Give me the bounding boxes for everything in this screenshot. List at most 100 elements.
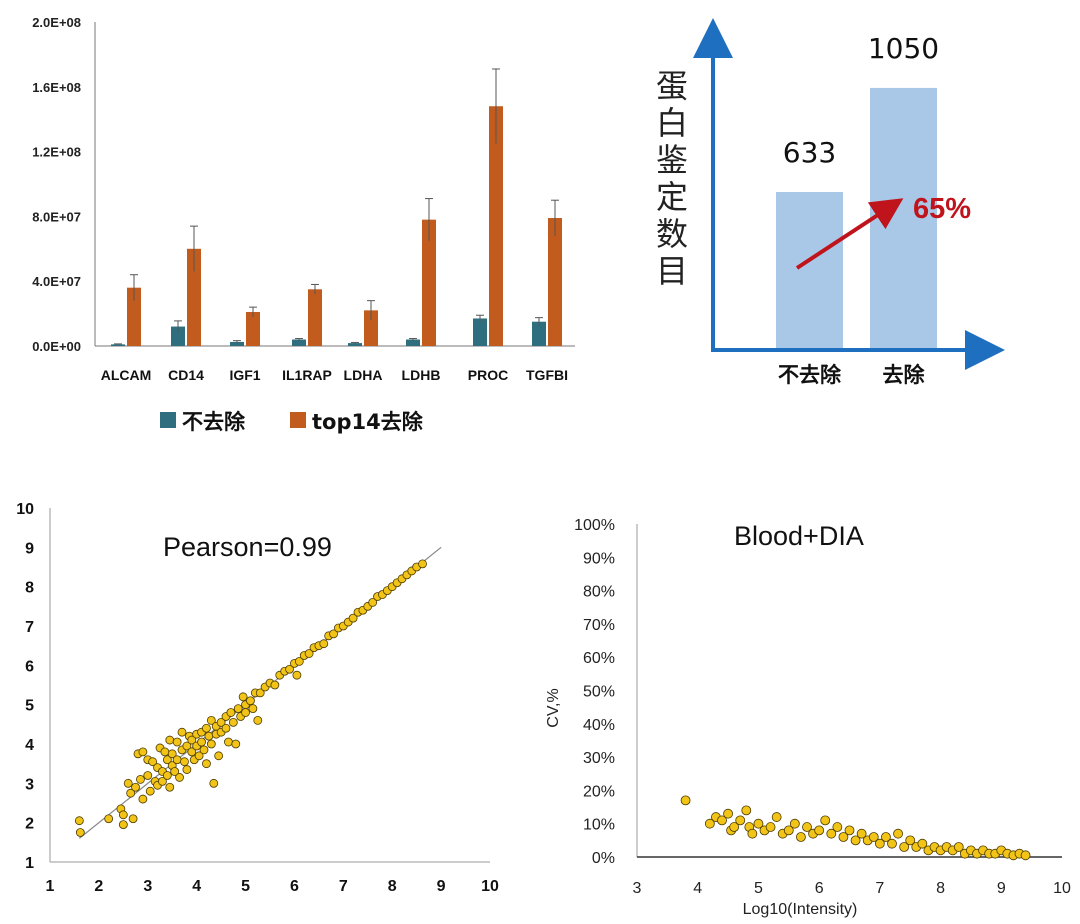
cv-scatter-point [741, 805, 752, 816]
y-tick-label: 20% [583, 783, 615, 800]
scatter-point [319, 639, 329, 649]
x-tick-label: 3 [633, 880, 642, 897]
cv-scatter-point [953, 842, 964, 852]
scatter-point [202, 759, 211, 769]
cv-scatter-point [899, 842, 910, 852]
scatter-point [226, 708, 236, 717]
cv-scatter-point [832, 822, 843, 832]
scatter-point [348, 613, 358, 623]
y-tick-label: 5 [25, 698, 34, 715]
x-tick-label: 7 [875, 880, 884, 897]
category-label-PROC: PROC [468, 367, 508, 383]
x-tick-label: 6 [815, 880, 824, 897]
cv-scatter-point [753, 818, 764, 829]
x-tick-label: 6 [290, 878, 299, 895]
y-tick-label: 4 [25, 737, 34, 754]
scatter-point [148, 757, 158, 767]
cv-scatter-point [783, 825, 794, 836]
bar-TGFBI-series-1 [532, 321, 546, 346]
cv-scatter-point [893, 828, 903, 839]
cv-scatter-point [771, 812, 782, 822]
cv-scatter-point [838, 832, 849, 842]
cv-scatter-point [680, 795, 691, 806]
scatter-point [177, 727, 187, 737]
scatter-point [285, 664, 294, 674]
cv-scatter-point [826, 828, 837, 839]
y-tick-label: 1 [25, 855, 34, 872]
bar-PROC-series-2 [489, 106, 503, 347]
correlation-scatter: 1 2 3 4 5 6 7 8 9 10 1 2 3 4 5 6 7 8 9 10 Pearson=0.99 [16, 501, 499, 895]
x-tick-label: 2 [94, 878, 103, 895]
scatter-point [165, 735, 175, 745]
cv-scatter-point [723, 808, 733, 819]
y-tick-label: 60% [583, 650, 615, 667]
scatter-point [158, 776, 167, 786]
protein-category-label-2: 去除 [883, 363, 926, 387]
y-tick-label: 3 [25, 776, 34, 793]
x-tick-label: 3 [143, 878, 152, 895]
category-label-LDHA: LDHA [344, 367, 383, 383]
scatter-point [231, 739, 241, 749]
y-tick-label: 8 [25, 580, 34, 597]
scatter-point [199, 745, 209, 755]
scatter-point [136, 775, 145, 784]
category-label-CD14: CD14 [168, 367, 204, 383]
bar-LDHB-series-2 [422, 219, 436, 346]
x-tick-label: 4 [693, 880, 702, 897]
bar-CD14-series-2 [187, 248, 201, 346]
x-tick-label: 9 [437, 878, 446, 895]
scatter-point [255, 688, 265, 698]
scatter-point [329, 629, 338, 639]
cv-x-label: Log10(Intensity) [743, 901, 858, 918]
scatter-point [292, 670, 302, 680]
scatter-point [104, 814, 114, 824]
y-tick-label: 40% [583, 717, 615, 734]
scatter-point [143, 771, 153, 780]
scatter-point [368, 598, 378, 607]
y-tick-label: 70% [583, 617, 615, 634]
scatter-point [214, 751, 224, 761]
protein-chart-y-label: 蛋白鉴定数目 [656, 67, 688, 290]
cv-scatter-point [820, 815, 831, 826]
x-tick-label: 10 [1053, 880, 1071, 897]
scatter-point [175, 773, 184, 782]
cv-scatter-point [868, 832, 879, 842]
bar-PROC-series-1 [473, 318, 487, 346]
protein-bar-1 [776, 192, 843, 350]
cv-scatter-point [850, 835, 861, 846]
scatter-point [233, 704, 243, 713]
y-tick-label: 10 [16, 501, 34, 518]
protein-bar-value-2: 1050 [868, 32, 939, 65]
scatter-point [206, 716, 216, 725]
y-tick-label: 7 [25, 619, 34, 636]
x-tick-label: 9 [997, 880, 1006, 897]
scatter-point [228, 717, 238, 727]
x-tick-label: 7 [339, 878, 348, 895]
legend-swatch-series-1 [160, 412, 176, 428]
scatter-point [128, 814, 138, 824]
cv-scatter-point [796, 832, 806, 842]
x-tick-label: 4 [192, 878, 201, 895]
bar-ALCAM-series-1 [111, 344, 125, 346]
scatter-point [172, 755, 182, 765]
category-label-TGFBI: TGFBI [526, 367, 568, 383]
x-tick-label: 5 [754, 880, 763, 897]
legend-swatch-series-2 [290, 412, 306, 428]
x-tick-label: 5 [241, 878, 250, 895]
bar-TGFBI-series-2 [548, 218, 562, 346]
scatter-point [202, 723, 211, 733]
bar-IL1RAP-series-1 [292, 339, 306, 346]
x-tick-label: 8 [936, 880, 945, 897]
cv-scatter-point [704, 818, 715, 829]
scatter-point [304, 649, 314, 658]
scatter-point [131, 782, 140, 792]
y-tick-label: 4.0E+07 [32, 274, 81, 289]
cv-scatter-point [729, 822, 740, 832]
x-tick-label: 10 [481, 878, 499, 895]
scatter-point [75, 828, 85, 837]
cv-scatter-point [747, 828, 758, 839]
cv-scatter-point [905, 835, 916, 846]
scatter-point [118, 810, 128, 820]
y-tick-label: 30% [583, 750, 615, 767]
scatter-point [204, 731, 214, 741]
